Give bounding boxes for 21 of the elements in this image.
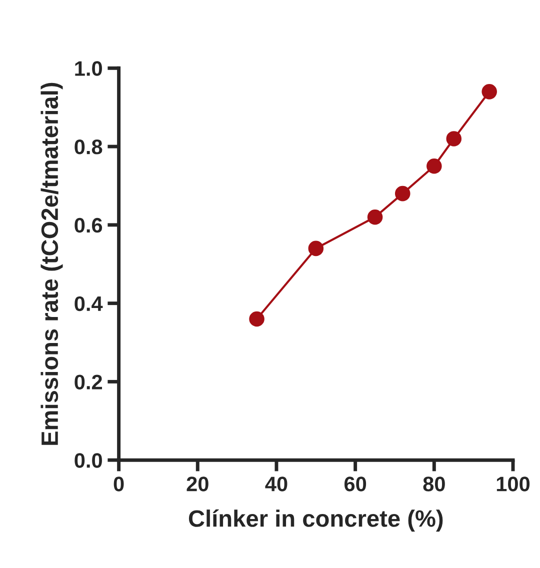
y-tick-label: 1.0 xyxy=(75,61,102,76)
x-tick-label: 60 xyxy=(344,476,366,492)
y-axis-title: Emissions rate (tCO2e/tmaterial) xyxy=(40,82,63,445)
y-tick-label: 0.2 xyxy=(74,374,102,390)
point xyxy=(394,186,410,202)
x-tick-label: 20 xyxy=(186,476,208,492)
y-tick-label: 0.8 xyxy=(74,140,102,154)
x-tick-label: 40 xyxy=(265,476,288,492)
x-tick-label: 80 xyxy=(423,476,445,492)
point xyxy=(482,84,497,100)
x-tick-label: 0 xyxy=(114,476,124,492)
x-tick-label: 100 xyxy=(496,476,530,492)
point xyxy=(446,131,462,146)
point xyxy=(426,158,442,174)
point xyxy=(249,311,264,327)
y-tick-label: 0.0 xyxy=(74,453,102,468)
y-tick-label: 0.4 xyxy=(74,296,103,312)
y-tick-label: 0.6 xyxy=(74,218,102,233)
x-axis-title: Clínker in concrete (%) xyxy=(188,509,443,532)
point xyxy=(367,209,383,225)
point xyxy=(308,240,324,256)
